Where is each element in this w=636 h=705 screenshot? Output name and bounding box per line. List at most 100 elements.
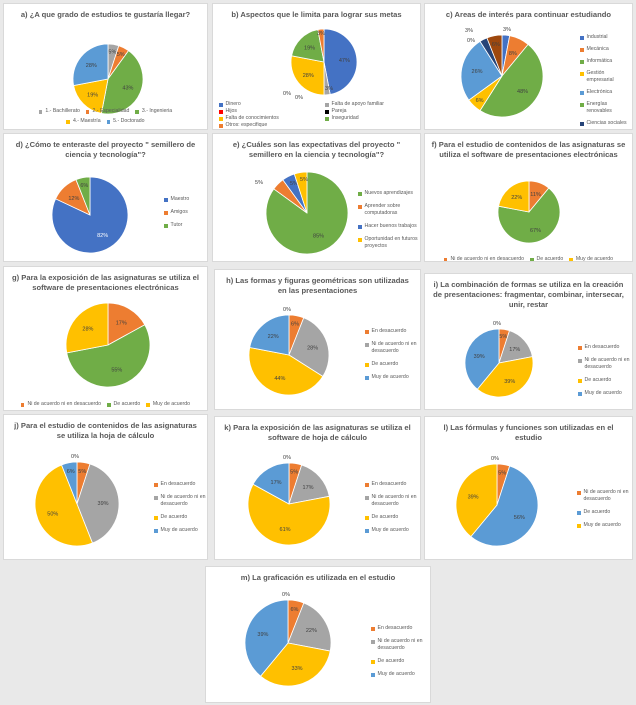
pie-slice: [464, 328, 500, 390]
chart-panel-b: b) Aspectos que le limita para lograr su…: [212, 3, 421, 130]
pie-slice: [248, 347, 324, 396]
data-label: 22%: [268, 334, 279, 340]
legend-label: Ciencias sociales: [586, 120, 627, 126]
data-label: 67%: [530, 228, 541, 234]
legend-label: 3.- Ingenieria: [141, 108, 173, 114]
legend: Ni de acuerdo ni en desacuerdo De acuerdo…: [433, 256, 624, 261]
data-label: 17%: [116, 321, 127, 327]
data-label: 50%: [47, 512, 58, 518]
data-label: 0%: [491, 456, 499, 462]
legend-item: De acuerdo: [365, 514, 419, 521]
legend-item: Muy de acuerdo: [578, 390, 632, 397]
legend-item: Tutor: [164, 222, 204, 229]
legend-label: En desacuerdo: [584, 344, 620, 350]
legend: En desacuerdo Ni de acuerdo ni en desacue…: [365, 328, 420, 387]
chart-panel-d: d) ¿Cómo te enteraste del proyecto " sem…: [3, 133, 208, 262]
legend-item: Industrial: [580, 34, 632, 41]
pie-chart: 0% 5% 56% 39%: [455, 456, 539, 547]
pie-slice: [288, 464, 330, 505]
legend-swatch: [580, 60, 584, 64]
data-label: 43%: [122, 86, 133, 92]
legend-label: Industrial: [586, 34, 608, 40]
pie-slice: [72, 43, 109, 87]
legend-swatch: [371, 627, 375, 631]
legend: Maestro Amigos Tutor: [164, 196, 204, 235]
legend-label: Ni de acuerdo ni en desacuerdo: [377, 638, 423, 651]
pie-chart: 5% 5% 43% 19% 28%: [72, 43, 144, 115]
pie-slice: [61, 461, 78, 505]
legend-label: Amigos: [170, 209, 188, 215]
legend-label: Maestro: [170, 196, 190, 202]
legend-label: Electrónica: [586, 89, 613, 95]
data-label: 28%: [307, 345, 318, 351]
data-label: 19%: [304, 46, 315, 52]
chart-panel-m: m) La graficación es utilizada en el est…: [205, 566, 431, 703]
legend: Ni de acuerdo ni en desacuerdo De acuerdo…: [10, 401, 201, 410]
data-label: 17%: [509, 347, 520, 353]
data-label: 5%: [255, 180, 263, 186]
data-label: 0%: [282, 592, 290, 598]
legend-swatch: [580, 122, 584, 126]
data-label: 0%: [283, 307, 291, 313]
legend-swatch: [580, 36, 584, 40]
legend-label: Inseguridad: [331, 115, 359, 121]
data-label: 5%: [499, 334, 507, 340]
legend-swatch: [358, 225, 362, 229]
legend-item: En desacuerdo: [154, 481, 206, 488]
legend-item: De acuerdo: [365, 361, 420, 368]
legend-swatch: [358, 205, 362, 209]
legend: En desacuerdo Ni de acuerdo ni en desacue…: [578, 344, 632, 403]
pie-slice: [498, 180, 530, 213]
legend-label: Oportunidad en futuros proyectos: [364, 236, 418, 249]
chart-title: m) La graficación es utilizada en el est…: [240, 573, 396, 582]
legend-swatch: [219, 117, 223, 121]
data-label: 3%: [325, 86, 333, 92]
pie-slice: [460, 40, 503, 101]
pie-chart: 3% 8% 48% 6% 26% 0% 3% 6%: [460, 27, 544, 118]
data-label: 39%: [468, 494, 479, 500]
data-label: 0%: [493, 321, 501, 327]
pie-chart: 0% 6% 28% 44% 22%: [248, 307, 330, 396]
legend-swatch: [371, 640, 375, 644]
pie-slice: [73, 78, 109, 114]
data-label: 6%: [291, 322, 299, 328]
data-label: 28%: [303, 73, 314, 79]
legend-label: Pareja: [331, 108, 347, 114]
legend-swatch: [569, 258, 573, 261]
chart-panel-c: c) Areas de interés para continuar estud…: [424, 3, 633, 130]
data-label: 0%: [295, 95, 303, 101]
chart-title: b) Aspectos que le limita para lograr su…: [231, 10, 402, 19]
pie-slice: [293, 171, 308, 214]
legend-label: De acuerdo: [584, 377, 612, 383]
legend-label: De acuerdo: [583, 509, 611, 515]
legend-item: 4.- Maestría: [66, 118, 101, 125]
legend-swatch: [580, 72, 584, 76]
legend-label: Tutor: [170, 222, 183, 228]
legend-swatch: [365, 330, 369, 334]
legend-swatch: [530, 258, 534, 261]
data-label: 61%: [280, 527, 291, 533]
legend-swatch: [146, 403, 150, 407]
legend-label: Muy de acuerdo: [371, 527, 409, 533]
pie-slice: [317, 28, 325, 63]
legend-swatch: [365, 363, 369, 367]
legend-item: Muy de acuerdo: [371, 671, 429, 678]
pie-chart: 11% 67% 22%: [497, 180, 561, 244]
data-label: 3%: [503, 27, 511, 33]
legend-swatch: [325, 117, 329, 121]
legend-swatch: [578, 379, 582, 383]
data-label: 0%: [283, 91, 291, 97]
data-label: 47%: [339, 58, 350, 64]
legend-item: En desacuerdo: [365, 481, 419, 488]
legend-item: Inseguridad: [325, 115, 385, 122]
data-label: 6%: [80, 183, 88, 189]
chart-panel-g: g) Para la exposición de las asignaturas…: [3, 266, 208, 411]
pie-slice: [76, 463, 120, 544]
pie-slice: [288, 317, 330, 377]
legend-label: Muy de acuerdo: [152, 401, 191, 407]
chart-title: f) Para el estudio de contenidos de las …: [431, 140, 626, 159]
legend-label: Energías renovables: [586, 101, 612, 114]
data-label: 39%: [98, 501, 109, 507]
legend-item: Mecánica: [580, 46, 632, 53]
chart-title: l) Las fórmulas y funciones son utilizad…: [443, 423, 614, 442]
